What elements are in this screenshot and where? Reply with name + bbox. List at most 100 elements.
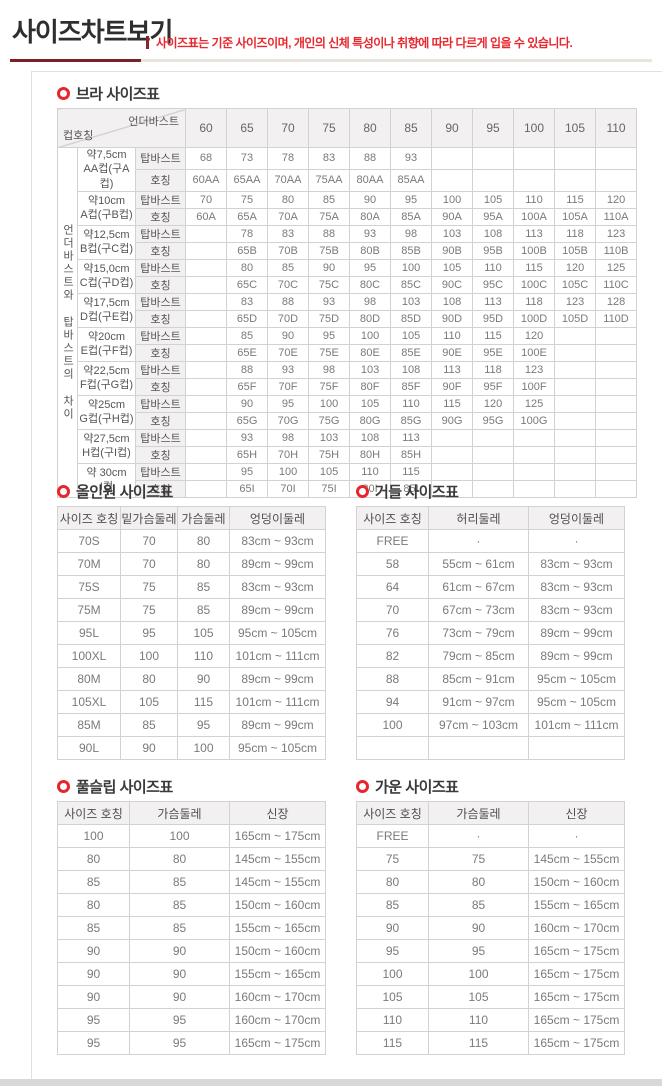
table-cell: 97cm ~ 103cm — [428, 713, 529, 737]
bra-row-name: 호칭 60A 65A 70A 75A 80A 85A 90A 95A 100A 105A 110A — [58, 207, 638, 226]
table-cell: 90 — [57, 939, 130, 963]
page-note-text: 사이즈표는 기준 사이즈이며, 개인의 신체 특성이나 취향에 따라 다르게 입… — [156, 36, 573, 50]
table-cell: 100 — [129, 824, 230, 848]
bra-cell: 98 — [267, 428, 310, 447]
section-title-label: 올인원 사이즈표 — [76, 484, 173, 501]
bra-cell: 123 — [513, 360, 556, 379]
bra-cell: 70H — [267, 445, 310, 464]
bra-cell — [431, 168, 474, 192]
table-cell: 80 — [57, 847, 130, 871]
table-cell: 90 — [356, 916, 429, 940]
underbust-header: 65 — [226, 108, 269, 148]
table-cell: · — [528, 824, 625, 848]
bra-cell: 70E — [267, 343, 310, 362]
bra-row-topbust: 약20cm E컵(구F컵) 탑바스트 85 90 95 100 105 110 115 120 — [58, 326, 638, 362]
bra-cell: 88 — [226, 360, 269, 379]
bra-cell: 90F — [431, 377, 474, 396]
row-type-label: 탑바스트 — [134, 428, 187, 447]
table-row: 100 100 165cm ~ 175cm — [57, 824, 326, 848]
table-cell: 70 — [120, 552, 178, 576]
table-cell: 85 — [129, 893, 230, 917]
header-row: 사이즈 호칭 가슴둘레 신장 — [356, 801, 625, 825]
bra-cell — [554, 479, 597, 498]
bra-cell: 120 — [595, 190, 638, 209]
row-type-label: 탑바스트 — [134, 394, 187, 413]
table-cell: 95 — [356, 939, 429, 963]
row-type-label: 호칭 — [134, 411, 187, 430]
table-cell: FREE — [356, 529, 429, 553]
bra-cell: 85I — [390, 479, 433, 498]
table-cell: 105 — [356, 985, 429, 1009]
bra-cell — [554, 168, 597, 192]
bra-cell — [185, 326, 228, 345]
table-row: 80 85 150cm ~ 160cm — [57, 893, 326, 917]
table-cell: 70 — [356, 598, 429, 622]
bra-cell: 70C — [267, 275, 310, 294]
bra-cell: 100B — [513, 241, 556, 260]
table-cell: 95 — [177, 713, 230, 737]
bra-cell: 100F — [513, 377, 556, 396]
table-row: 95 95 165cm ~ 175cm — [57, 1031, 326, 1055]
bra-cell: 80F — [349, 377, 392, 396]
bra-cell: 80 — [226, 258, 269, 277]
bra-cell: 65B — [226, 241, 269, 260]
bra-cell: 70B — [267, 241, 310, 260]
bra-row-name: 호칭 65I 70I 75I 80I 85I — [58, 479, 638, 498]
bra-row-name: 호칭 65D 70D 75D 80D 85D 90D 95D 100D 105D 110D — [58, 309, 638, 328]
column-header: 엉덩이둘레 — [229, 506, 326, 530]
bra-row-topbust: 약17,5cm D컵(구E컵) 탑바스트 83 88 93 98 103 108 113 118 12… — [58, 292, 638, 328]
section-title-gown: 가운 사이즈표 — [356, 777, 625, 796]
table-cell: 80 — [177, 529, 230, 553]
table-cell: 145cm ~ 155cm — [229, 847, 326, 871]
table-row: 85 85 155cm ~ 165cm — [356, 893, 625, 917]
bra-cell — [185, 343, 228, 362]
table-cell: 85 — [356, 893, 429, 917]
table-cell: 100 — [356, 713, 429, 737]
table-cell: 55cm ~ 61cm — [428, 552, 529, 576]
bra-cell: 83 — [267, 224, 310, 243]
bra-cell: 85D — [390, 309, 433, 328]
table-cell: 75 — [120, 598, 178, 622]
bra-cell: 90B — [431, 241, 474, 260]
column-header: 밑가슴둘레 — [120, 506, 178, 530]
bra-cell — [554, 445, 597, 464]
table-cell: 115 — [428, 1031, 529, 1055]
table-cell: 95cm ~ 105cm — [229, 736, 326, 760]
table-row: 105XL 105 115 101cm ~ 111cm — [57, 690, 326, 714]
bra-cell: 105 — [308, 462, 351, 481]
page-note: 사이즈표는 기준 사이즈이며, 개인의 신체 특성이나 취향에 따라 다르게 입… — [146, 34, 573, 51]
section-title-label: 거들 사이즈표 — [375, 484, 459, 501]
table-cell: 61cm ~ 67cm — [428, 575, 529, 599]
table-cell: 90L — [57, 736, 121, 760]
underbust-header: 95 — [472, 108, 515, 148]
cup-label: 약22,5cm F컵(구G컵) — [77, 360, 136, 396]
row-type-label: 탑바스트 — [134, 190, 187, 209]
bra-cell: 65C — [226, 275, 269, 294]
table-cell: 160cm ~ 170cm — [229, 1008, 326, 1032]
table-cell: 80 — [120, 667, 178, 691]
bra-cell: 70 — [185, 190, 228, 209]
table-cell: · — [428, 529, 529, 553]
bra-cell: 118 — [513, 292, 556, 311]
bra-cell: 105 — [431, 258, 474, 277]
bra-cell — [554, 411, 597, 430]
table-cell: 165cm ~ 175cm — [528, 939, 625, 963]
bra-cell: 75 — [226, 190, 269, 209]
bra-cell: 113 — [390, 428, 433, 447]
table-cell: 80 — [57, 893, 130, 917]
table-cell: 85 — [177, 598, 230, 622]
bra-cell — [472, 147, 515, 170]
table-cell: 101cm ~ 111cm — [528, 713, 625, 737]
bra-row-name: 호칭 60AA 65AA 70AA 75AA 80AA 85AA — [58, 168, 638, 192]
bra-cell: 105D — [554, 309, 597, 328]
table-cell: 100 — [428, 962, 529, 986]
table-cell: 100 — [177, 736, 230, 760]
table-cell: 155cm ~ 165cm — [229, 916, 326, 940]
bra-cell: 95 — [390, 190, 433, 209]
bra-cell: 90E — [431, 343, 474, 362]
bra-cell: 120 — [554, 258, 597, 277]
bra-cell — [185, 292, 228, 311]
table-cell: 85cm ~ 91cm — [428, 667, 529, 691]
bra-cell: 70A — [267, 207, 310, 226]
column-header: 사이즈 호칭 — [57, 801, 130, 825]
